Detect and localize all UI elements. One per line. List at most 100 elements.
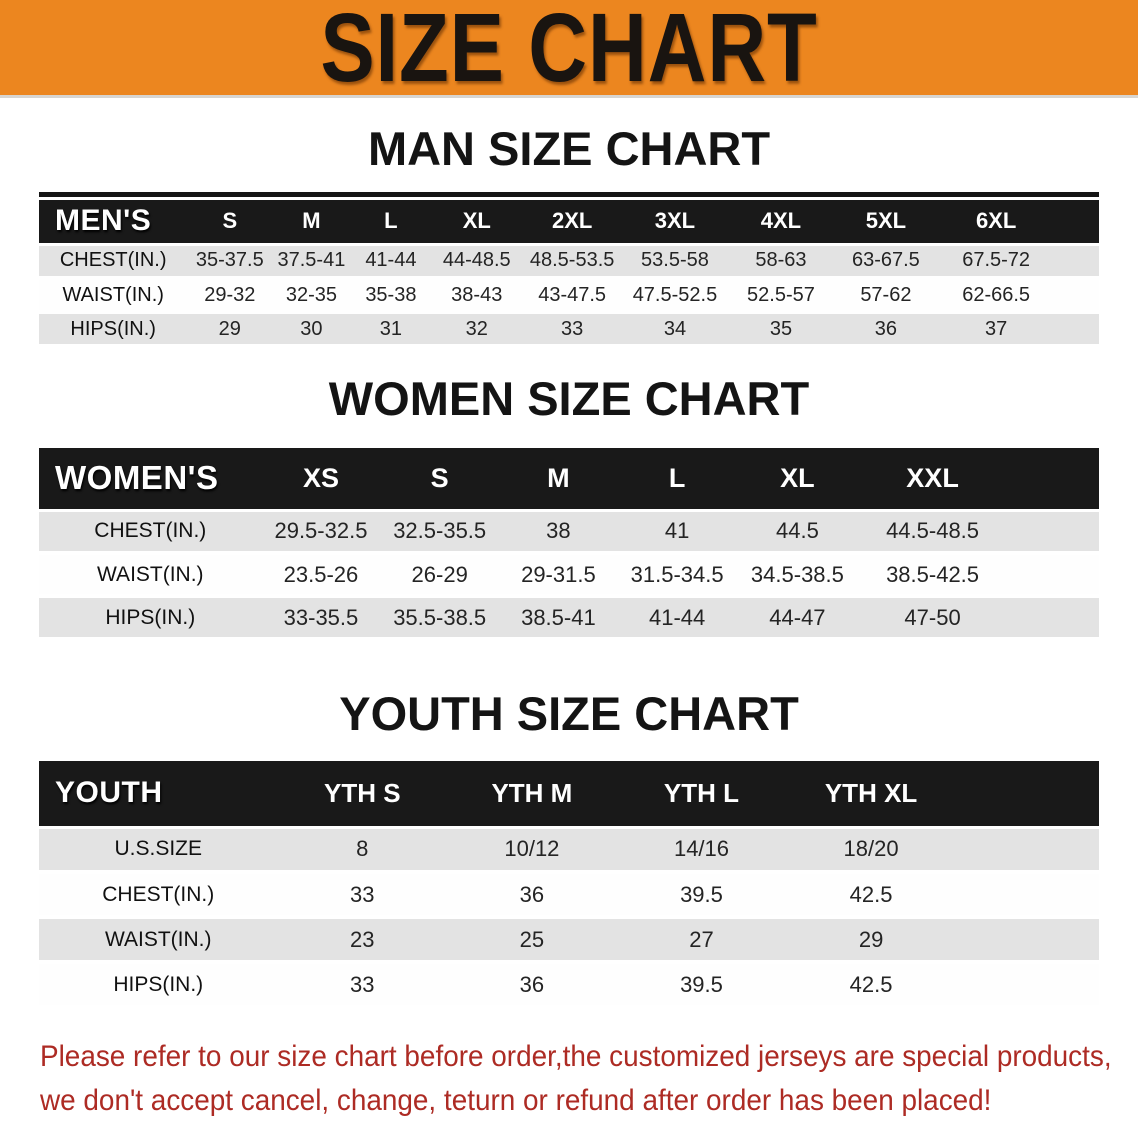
man-section-heading: MAN SIZE CHART: [367, 122, 771, 175]
youth-cell-r3-c2: 25: [447, 917, 617, 964]
women-cell-r2-c6: 38.5-42.5: [858, 553, 1007, 598]
women-cell-r3-c3: 38.5-41: [499, 596, 618, 641]
youth-cell-r1-c3: 14/16: [616, 827, 787, 874]
men-cell-r1-c1: 35-37.5: [187, 244, 273, 280]
men-row-filler-2: [1054, 278, 1099, 314]
men-cell-r2-c3: 35-38: [350, 278, 432, 314]
men-cell-r2-c8: 57-62: [833, 278, 938, 314]
women-header-filler: [1006, 448, 1099, 512]
youth-size-header-3: YTH L: [616, 761, 787, 829]
women-size-header-3: M: [499, 448, 618, 512]
men-row-label-1: CHEST(IN.): [39, 244, 188, 280]
disclaimer-text: Please refer to our size chart before or…: [40, 1035, 1138, 1123]
youth-cell-r2-c1: 33: [277, 872, 448, 919]
youth-cell-r3-c1: 23: [277, 917, 448, 964]
men-table-row-1: CHEST(IN.) 35-37.5 37.5-41 41-44 44-48.5 48.5…: [39, 244, 1099, 280]
youth-cell-r1-c2: 10/12: [447, 827, 617, 874]
men-cell-r1-c7: 58-63: [727, 244, 834, 280]
size-chart-banner: SIZE CHART: [0, 0, 1138, 98]
women-size-header-2: S: [380, 448, 500, 512]
men-table-row-2: WAIST(IN.) 29-32 32-35 35-38 38-43 43-47.5 47.…: [39, 278, 1099, 314]
women-cell-r2-c2: 26-29: [380, 553, 500, 598]
men-cell-r3-c2: 30: [272, 312, 351, 348]
men-cell-r2-c2: 32-35: [272, 278, 351, 314]
women-cell-r2-c1: 23.5-26: [261, 553, 381, 598]
youth-table-row-3: WAIST(IN.) 23 25 27 29: [39, 917, 1099, 964]
men-row-filler-3: [1054, 312, 1099, 348]
mens-header-row: MEN'S S M L XL 2XL 3XL 4XL 5XL 6XL: [39, 200, 1099, 246]
men-size-header-4: XL: [431, 200, 523, 246]
youth-cell-r1-c4: 18/20: [786, 827, 956, 874]
women-cell-r2-c4: 31.5-34.5: [617, 553, 737, 598]
youth-size-header-1: YTH S: [277, 761, 448, 829]
youth-cell-r1-c1: 8: [277, 827, 448, 874]
men-size-header-7: 4XL: [727, 200, 834, 246]
youth-cell-r4-c2: 36: [447, 962, 617, 1009]
page-title: SIZE CHART: [320, 0, 818, 98]
women-cell-r2-c5: 34.5-38.5: [736, 553, 859, 598]
youth-row-filler-4: [955, 962, 1099, 1009]
men-size-header-5: 2XL: [522, 200, 622, 246]
youth-header-filler: [955, 761, 1099, 829]
youth-row-label-1: U.S.SIZE: [39, 827, 278, 874]
women-size-header-5: XL: [736, 448, 859, 512]
youth-row-label-3: WAIST(IN.): [39, 917, 278, 964]
men-cell-r3-c6: 34: [621, 312, 728, 348]
women-cell-r1-c2: 32.5-35.5: [380, 510, 500, 555]
women-cell-r3-c5: 44-47: [736, 596, 859, 641]
women-cell-r1-c4: 41: [617, 510, 737, 555]
men-cell-r2-c7: 52.5-57: [727, 278, 834, 314]
youth-table-row-1: U.S.SIZE 8 10/12 14/16 18/20: [39, 827, 1099, 874]
men-cell-r2-c6: 47.5-52.5: [621, 278, 728, 314]
men-size-header-9: 6XL: [937, 200, 1055, 246]
women-row-label-2: WAIST(IN.): [39, 553, 262, 598]
youth-table-row-4: HIPS(IN.) 33 36 39.5 42.5: [39, 962, 1099, 1009]
youth-cell-r3-c4: 29: [786, 917, 956, 964]
men-cell-r2-c9: 62-66.5: [937, 278, 1055, 314]
disclaimer-line-2: we don't accept cancel, change, teturn o…: [40, 1084, 992, 1117]
youth-row-filler-2: [955, 872, 1099, 919]
youth-corner-label: YOUTH: [39, 761, 278, 829]
women-cell-r3-c4: 41-44: [617, 596, 737, 641]
mens-size-table: MEN'S S M L XL 2XL 3XL 4XL 5XL 6XL CHEST(IN.) 35-3…: [39, 200, 1099, 348]
youth-section-heading: YOUTH SIZE CHART: [339, 687, 799, 740]
men-cell-r3-c4: 32: [431, 312, 523, 348]
men-size-header-6: 3XL: [621, 200, 728, 246]
women-row-filler-3: [1006, 596, 1099, 641]
women-cell-r1-c3: 38: [499, 510, 618, 555]
men-cell-r1-c6: 53.5-58: [621, 244, 728, 280]
men-cell-r3-c5: 33: [522, 312, 622, 348]
women-size-header-6: XXL: [858, 448, 1007, 512]
men-cell-r3-c1: 29: [187, 312, 273, 348]
youth-row-filler-3: [955, 917, 1099, 964]
women-row-label-3: HIPS(IN.): [39, 596, 262, 641]
men-row-label-3: HIPS(IN.): [39, 312, 188, 348]
men-size-header-3: L: [350, 200, 432, 246]
mens-table-top-rule: [39, 192, 1099, 197]
women-cell-r1-c1: 29.5-32.5: [261, 510, 381, 555]
mens-table-body: CHEST(IN.) 35-37.5 37.5-41 41-44 44-48.5 48.5…: [39, 244, 1099, 348]
men-cell-r2-c5: 43-47.5: [522, 278, 622, 314]
men-cell-r3-c8: 36: [833, 312, 938, 348]
men-cell-r1-c3: 41-44: [350, 244, 432, 280]
women-table-row-1: CHEST(IN.) 29.5-32.5 32.5-35.5 38 41 44.5 44.5…: [39, 510, 1099, 555]
women-size-header-4: L: [617, 448, 737, 512]
youth-table-row-2: CHEST(IN.) 33 36 39.5 42.5: [39, 872, 1099, 919]
women-cell-r3-c6: 47-50: [858, 596, 1007, 641]
women-size-header-1: XS: [261, 448, 381, 512]
youth-cell-r2-c4: 42.5: [786, 872, 956, 919]
men-cell-r1-c4: 44-48.5: [431, 244, 523, 280]
youth-cell-r3-c3: 27: [616, 917, 787, 964]
womens-header-row: WOMEN'S XS S M L XL XXL: [39, 448, 1099, 512]
men-cell-r3-c9: 37: [937, 312, 1055, 348]
youth-size-table: YOUTH YTH S YTH M YTH L YTH XL U.S.SIZE 8 10/1…: [39, 761, 1099, 1009]
men-table-row-3: HIPS(IN.) 29 30 31 32 33 34 35 36 37: [39, 312, 1099, 348]
disclaimer-line-1: Please refer to our size chart before or…: [40, 1040, 1112, 1073]
men-cell-r2-c4: 38-43: [431, 278, 523, 314]
women-row-filler-1: [1006, 510, 1099, 555]
women-cell-r1-c6: 44.5-48.5: [858, 510, 1007, 555]
womens-table-body: CHEST(IN.) 29.5-32.5 32.5-35.5 38 41 44.5 44.5…: [39, 510, 1099, 641]
women-row-filler-2: [1006, 553, 1099, 598]
men-cell-r1-c9: 67.5-72: [937, 244, 1055, 280]
women-corner-label: WOMEN'S: [39, 448, 262, 512]
